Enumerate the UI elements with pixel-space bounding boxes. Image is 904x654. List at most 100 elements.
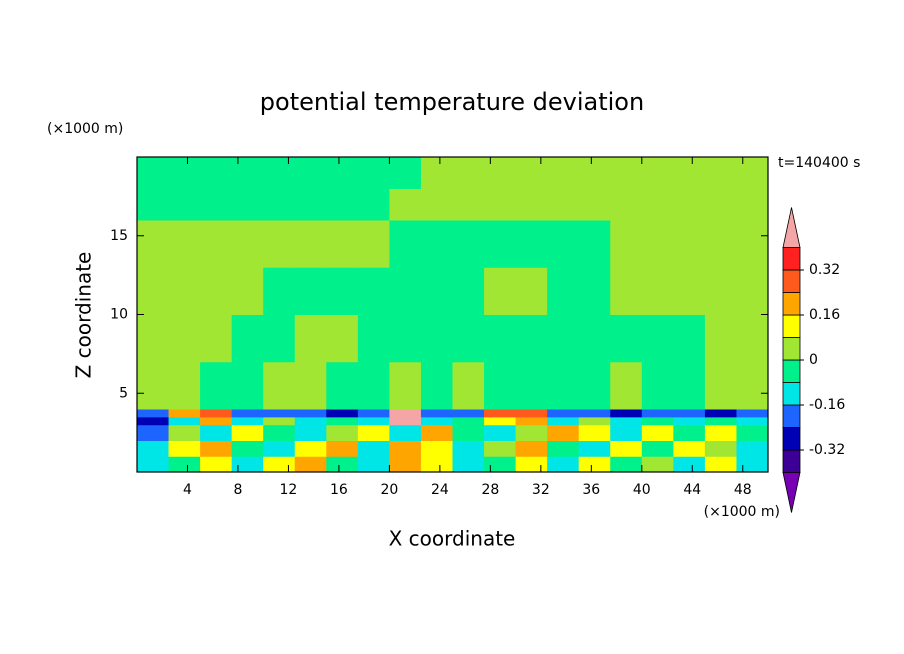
- contour-cell: [547, 409, 580, 418]
- contour-cell: [168, 416, 201, 426]
- contour-cell: [420, 220, 453, 268]
- colorbar-segment: [782, 382, 801, 406]
- contour-cell: [263, 314, 296, 363]
- contour-cell: [137, 314, 170, 363]
- contour-cell: [231, 267, 264, 315]
- contour-cell: [168, 424, 201, 441]
- contour-cell: [484, 188, 517, 221]
- contour-cell: [263, 409, 296, 418]
- contour-cell: [452, 409, 485, 418]
- contour-cell: [420, 440, 453, 457]
- contour-cell: [326, 424, 359, 441]
- contour-cell: [610, 416, 643, 426]
- contour-cell: [610, 456, 643, 473]
- contour-cell: [263, 267, 296, 315]
- y-tick-label: 15: [110, 228, 128, 244]
- contour-cell: [641, 157, 674, 189]
- contour-cell: [515, 409, 548, 418]
- contour-cell: [673, 361, 706, 410]
- contour-cell: [641, 456, 674, 473]
- contour-cell: [420, 314, 453, 363]
- contour-cell: [610, 267, 643, 315]
- colorbar-segment: [782, 404, 801, 428]
- contour-cell: [357, 314, 390, 363]
- contour-cell: [168, 440, 201, 457]
- x-tick-label: 40: [633, 482, 651, 498]
- y-tick-label: 10: [110, 307, 128, 323]
- contour-cell: [200, 361, 233, 410]
- contour-cell: [357, 409, 390, 418]
- chart-title: potential temperature deviation: [260, 88, 644, 116]
- contour-cell: [736, 314, 769, 363]
- contour-cell: [547, 314, 580, 363]
- contour-cell: [704, 456, 737, 473]
- contour-cell: [294, 416, 327, 426]
- contour-cell: [704, 157, 737, 189]
- contour-cell: [168, 267, 201, 315]
- contour-cell: [610, 220, 643, 268]
- contour-cell: [704, 267, 737, 315]
- contour-cell: [452, 188, 485, 221]
- colorbar-segment: [782, 359, 801, 383]
- contour-cell: [484, 361, 517, 410]
- colorbar-segment: [782, 427, 801, 451]
- contour-cell: [357, 267, 390, 315]
- contour-cell: [547, 188, 580, 221]
- contour-cell: [641, 416, 674, 426]
- contour-cell: [357, 416, 390, 426]
- contour-cell: [263, 416, 296, 426]
- contour-cell: [610, 188, 643, 221]
- contour-cell: [420, 267, 453, 315]
- contour-cell: [389, 424, 422, 441]
- contour-cell: [326, 267, 359, 315]
- contour-cell: [641, 267, 674, 315]
- contour-cell: [736, 424, 769, 441]
- contour-cell: [578, 314, 611, 363]
- colorbar-segment: [782, 247, 801, 271]
- contour-cell: [294, 157, 327, 189]
- contour-cell: [357, 456, 390, 473]
- contour-cell: [357, 157, 390, 189]
- contour-cell: [484, 267, 517, 315]
- contour-cell: [326, 361, 359, 410]
- contour-cell: [389, 456, 422, 473]
- contour-cell: [263, 456, 296, 473]
- contour-cell: [294, 424, 327, 441]
- contour-cell: [389, 220, 422, 268]
- contour-cell: [641, 424, 674, 441]
- contour-cell: [515, 220, 548, 268]
- contour-cell: [168, 409, 201, 418]
- contour-cell: [484, 424, 517, 441]
- contour-cell: [231, 416, 264, 426]
- contour-cell: [263, 361, 296, 410]
- contour-cell: [137, 157, 170, 189]
- x-tick-label: 4: [183, 482, 192, 498]
- contour-cell: [673, 188, 706, 221]
- contour-cell: [231, 314, 264, 363]
- contour-cell: [452, 314, 485, 363]
- y-unit-label: (×1000 m): [47, 121, 123, 137]
- contour-cell: [610, 157, 643, 189]
- contour-cell: [641, 188, 674, 221]
- x-tick-label: 8: [233, 482, 242, 498]
- contour-cell: [357, 188, 390, 221]
- y-axis-label: Z coordinate: [72, 252, 96, 379]
- contour-cell: [610, 361, 643, 410]
- x-tick-label: 48: [734, 482, 752, 498]
- contour-cell: [547, 416, 580, 426]
- contour-cell: [452, 361, 485, 410]
- contour-cell: [200, 409, 233, 418]
- x-unit-label: (×1000 m): [704, 504, 780, 520]
- x-axis-label: X coordinate: [389, 527, 516, 551]
- contour-cell: [452, 440, 485, 457]
- contour-cell: [641, 314, 674, 363]
- colorbar-extend-low: [782, 472, 801, 513]
- contour-cell: [420, 409, 453, 418]
- contour-cell: [673, 409, 706, 418]
- contour-cell: [231, 456, 264, 473]
- contour-cell: [326, 188, 359, 221]
- contour-cell: [452, 220, 485, 268]
- contour-cell: [641, 220, 674, 268]
- contour-cell: [673, 424, 706, 441]
- contour-cell: [641, 440, 674, 457]
